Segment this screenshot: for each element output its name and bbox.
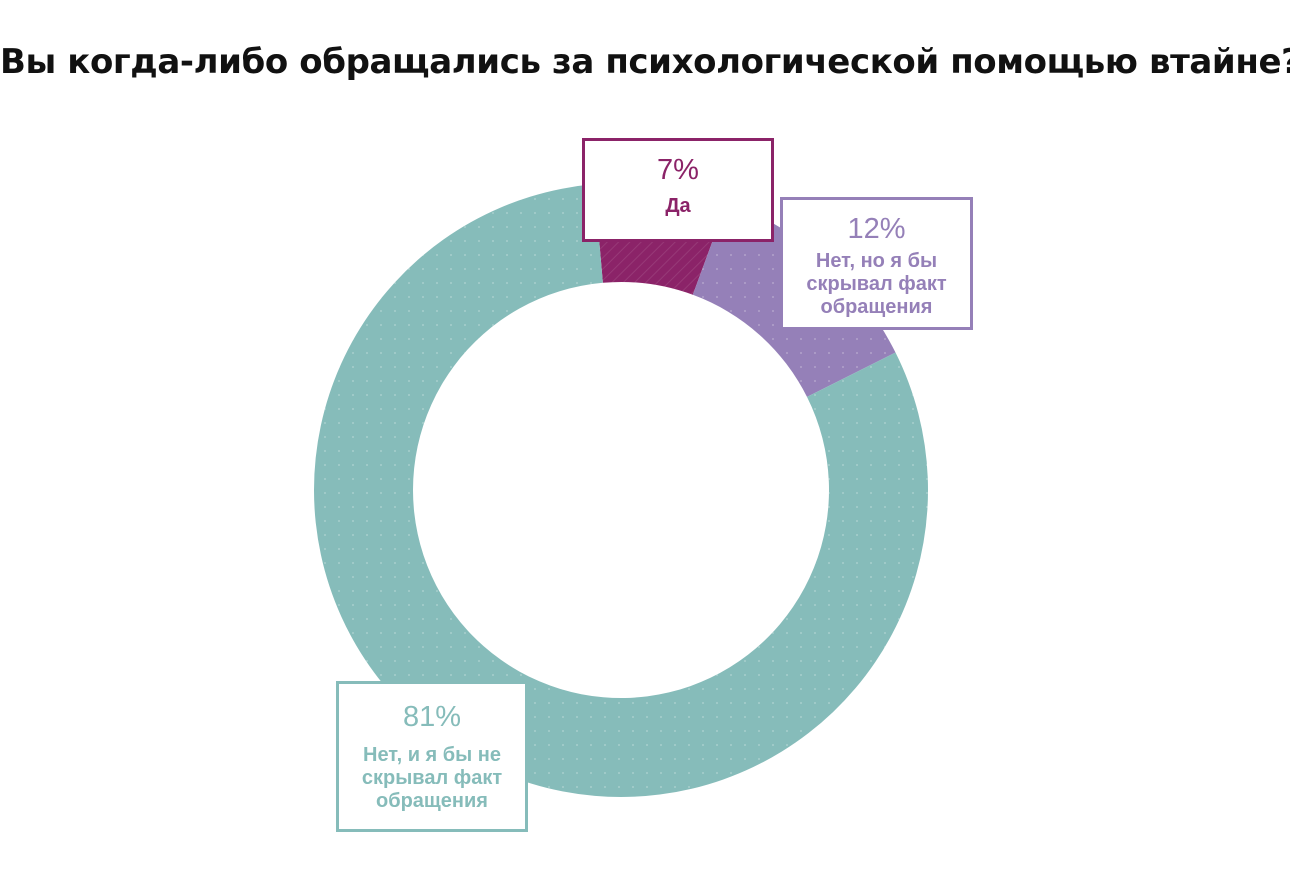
slice-percent-no-nohide: 81%: [402, 701, 462, 733]
slice-label-no-hide: Нет, но я бы скрывал факт обращения: [806, 249, 947, 318]
label-box-no-nohide: 81% Нет, и я бы не скрывал факт обращени…: [336, 681, 528, 832]
label-box-da: 7% Да: [582, 138, 774, 242]
slice-percent-no-hide: 12%: [847, 213, 906, 245]
chart-title: Вы когда-либо обращались за психологичес…: [0, 42, 1290, 82]
slice-label-no-nohide: Нет, и я бы не скрывал факт обращения: [361, 743, 503, 812]
slice-texture-no-nohide: [314, 184, 929, 798]
label-box-no-hide: 12% Нет, но я бы скрывал факт обращения: [780, 197, 973, 330]
slice-percent-da: 7%: [657, 154, 699, 186]
slice-label-da: Да: [665, 194, 691, 217]
